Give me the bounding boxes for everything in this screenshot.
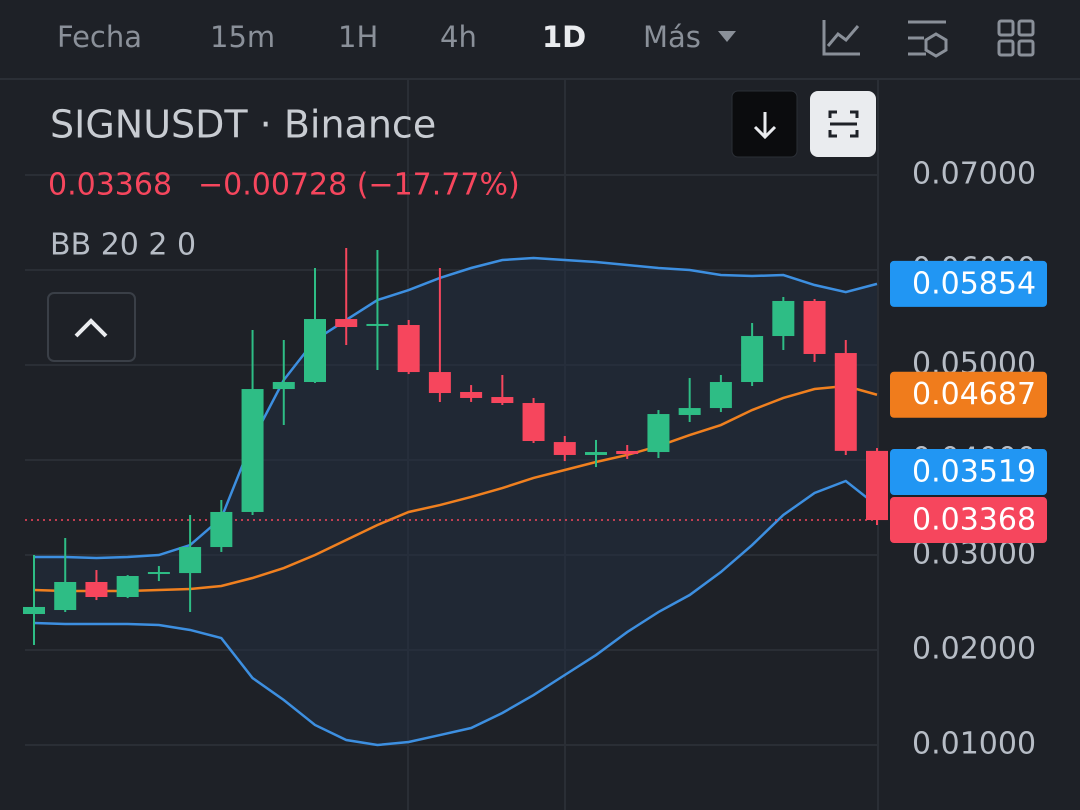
candle-body (709, 382, 732, 409)
upper-band-tag (890, 260, 1047, 307)
band-line-middle (33, 384, 878, 593)
candle-body (366, 323, 389, 326)
layout-icon[interactable] (997, 19, 1035, 57)
indicator-label: BB 20 2 0 (50, 228, 196, 263)
candle-body (397, 325, 420, 373)
collapse-button[interactable] (47, 292, 136, 362)
candle-body (460, 391, 483, 398)
middle-band-tag (890, 371, 1047, 418)
timeframe-tab[interactable]: 1H (338, 20, 378, 54)
candle-body (866, 450, 888, 521)
band-line-upper (34, 256, 878, 560)
lower-band-tag-label: 0.03519 (912, 455, 1036, 490)
timeframe-tab[interactable]: 1D (542, 20, 586, 54)
candle-body (522, 403, 545, 442)
candle-body (241, 389, 264, 512)
download-button[interactable] (731, 90, 798, 158)
candle-body (803, 300, 826, 354)
candle-body (585, 452, 607, 455)
dropdown-arrow (718, 31, 736, 42)
candle-body (647, 414, 670, 453)
last-price-tag-label: 0.03368 (912, 503, 1036, 538)
candle-body (335, 319, 358, 328)
candle-body (616, 450, 639, 455)
candle-body (428, 372, 451, 394)
candle-body (553, 442, 576, 455)
candle-body (210, 511, 233, 548)
chart-title: SIGNUSDT · Binance (50, 103, 436, 147)
band-line-lower (33, 479, 878, 747)
candle-body (23, 606, 45, 615)
timeframe-tab[interactable]: Fecha (57, 20, 142, 54)
candle-body (147, 572, 170, 575)
price-change: −0.00728 (−17.77%) (198, 168, 520, 203)
y-tick-label: 0.01000 (912, 727, 1036, 762)
candle-body (304, 319, 326, 383)
candle-body (772, 300, 795, 337)
candle-body (834, 353, 857, 451)
timeframe-tab[interactable]: Más (643, 20, 701, 54)
candle-body (272, 382, 295, 390)
candle-body (85, 581, 108, 598)
timeframe-tab[interactable]: 4h (440, 20, 477, 54)
candle-body (491, 397, 514, 404)
indicator-icon[interactable] (822, 20, 860, 56)
y-tick-label: 0.07000 (912, 157, 1036, 192)
candle-body (678, 408, 701, 415)
settings-icon[interactable] (908, 20, 948, 58)
last-price-tag (890, 497, 1047, 544)
candle-body (116, 576, 139, 598)
fullscreen-button[interactable] (810, 91, 876, 157)
y-tick-label: 0.02000 (912, 632, 1036, 667)
candle-body (54, 581, 77, 611)
timeframe-tab[interactable]: 15m (210, 20, 275, 54)
last-price: 0.03368 (48, 168, 172, 203)
lower-band-tag (890, 449, 1047, 496)
candle-body (741, 336, 764, 383)
timeframe-tabs: Fecha 15m 1H 4h 1D Más (57, 20, 736, 54)
middle-band-tag-label: 0.04687 (912, 377, 1036, 412)
upper-band-tag-label: 0.05854 (912, 266, 1036, 301)
candle-body (179, 547, 202, 574)
